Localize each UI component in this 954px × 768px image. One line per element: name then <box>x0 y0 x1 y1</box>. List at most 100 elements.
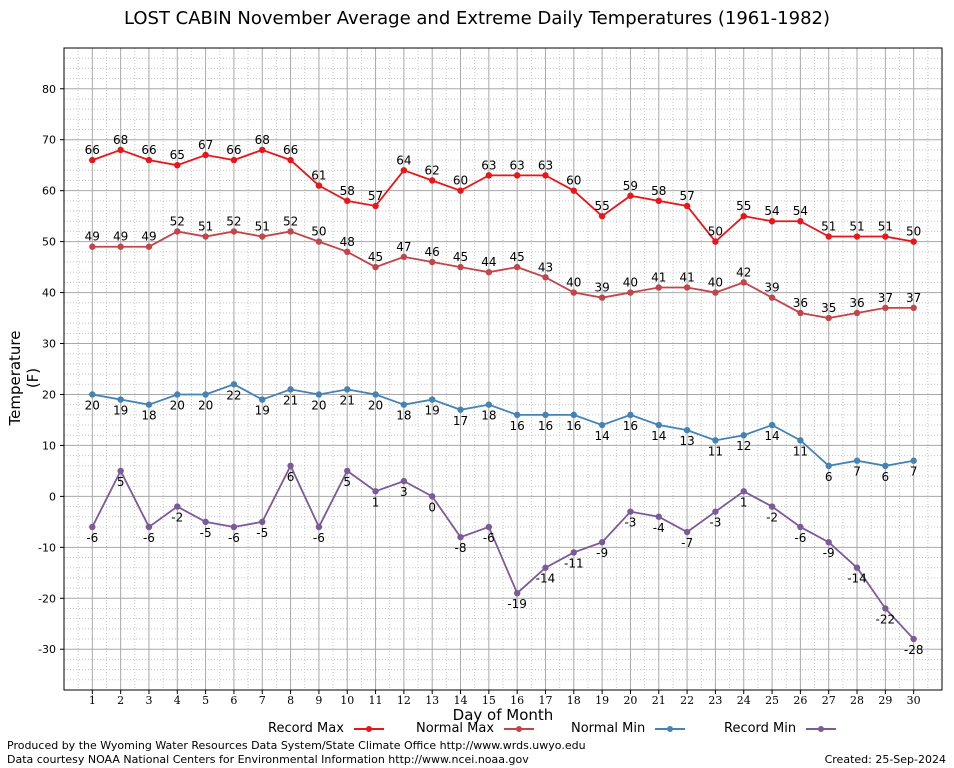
data-label-record-min: 1 <box>740 495 748 509</box>
data-label-record-min: -2 <box>766 511 778 525</box>
x-tick-label: 16 <box>510 694 524 707</box>
legend-swatch-record-max <box>353 725 384 732</box>
legend-item-normal-max: Normal Max <box>416 721 535 736</box>
data-point-normal-min <box>117 396 124 403</box>
series-line-normal-min <box>92 383 914 467</box>
data-point-normal-min <box>372 391 379 398</box>
data-label-normal-min: 19 <box>113 404 128 418</box>
data-point-normal-max <box>315 238 323 245</box>
data-point-normal-min <box>740 432 747 439</box>
y-tick-label: -20 <box>38 592 56 605</box>
data-label-normal-min: 19 <box>255 404 270 418</box>
data-point-record-min <box>287 462 294 470</box>
data-label-record-min: -6 <box>794 531 806 545</box>
data-point-normal-min <box>457 406 464 413</box>
data-label-record-min: -4 <box>653 521 665 535</box>
data-point-record-max <box>145 156 153 164</box>
data-point-normal-min <box>683 426 691 434</box>
data-point-normal-max <box>428 258 436 266</box>
data-point-normal-max <box>768 294 776 301</box>
data-label-record-max: 59 <box>623 179 638 193</box>
data-label-normal-min: 18 <box>396 409 411 423</box>
data-point-record-max <box>910 238 917 245</box>
data-point-normal-min <box>513 411 521 419</box>
data-point-record-max <box>372 202 379 210</box>
data-point-record-min <box>513 589 521 597</box>
footer-data-courtesy: Data courtesy NOAA National Centers for … <box>7 753 529 766</box>
data-label-record-min: -3 <box>709 516 721 530</box>
data-label-normal-min: 21 <box>283 393 298 407</box>
data-label-record-max: 55 <box>594 199 609 213</box>
data-point-record-max <box>344 197 351 205</box>
data-point-record-min <box>910 635 917 643</box>
x-tick-label: 3 <box>145 694 152 707</box>
data-label-normal-min: 14 <box>594 429 609 443</box>
data-point-record-min <box>768 503 776 510</box>
data-point-record-min <box>259 518 266 526</box>
data-point-record-max <box>259 146 266 154</box>
data-point-record-min <box>202 518 209 526</box>
data-label-record-max: 54 <box>793 204 808 218</box>
data-point-normal-min <box>315 391 323 398</box>
data-point-normal-max <box>797 309 804 317</box>
data-point-record-max <box>117 146 124 154</box>
data-label-normal-max: 37 <box>906 291 921 305</box>
x-tick-label: 10 <box>340 694 354 707</box>
data-point-normal-min <box>655 421 662 429</box>
data-label-record-max: 55 <box>736 199 751 213</box>
data-label-record-max: 62 <box>425 163 440 177</box>
data-point-normal-max <box>882 304 889 312</box>
x-tick-label: 11 <box>369 694 383 707</box>
data-label-record-max: 58 <box>340 184 355 198</box>
data-label-record-min: -6 <box>313 531 325 545</box>
data-label-normal-max: 42 <box>736 265 751 279</box>
y-tick-label: -30 <box>38 643 56 656</box>
data-point-normal-max <box>457 263 464 271</box>
data-label-record-max: 66 <box>283 143 298 157</box>
data-label-normal-min: 7 <box>910 465 918 479</box>
y-tick-label: -10 <box>38 541 56 554</box>
series-line-normal-max <box>92 230 914 319</box>
x-tick-label: 2 <box>117 694 124 707</box>
data-label-record-max: 60 <box>566 174 581 188</box>
data-point-record-min <box>400 477 408 485</box>
data-point-record-max <box>882 233 889 240</box>
data-point-record-max <box>825 233 832 240</box>
y-tick-label: 30 <box>42 338 56 351</box>
data-label-record-min: -9 <box>596 546 608 560</box>
data-point-normal-max <box>598 294 606 301</box>
data-label-normal-min: 16 <box>566 419 581 433</box>
data-label-normal-max: 39 <box>764 281 779 295</box>
data-point-record-min <box>230 523 238 531</box>
data-point-normal-min <box>542 411 549 419</box>
data-point-normal-max <box>145 243 153 250</box>
x-tick-label: 22 <box>680 694 694 707</box>
data-label-normal-min: 20 <box>368 398 383 412</box>
data-label-record-max: 57 <box>679 189 694 203</box>
data-point-record-min <box>315 523 323 531</box>
data-point-record-min <box>655 513 662 520</box>
data-point-normal-max <box>740 279 747 286</box>
data-point-record-min <box>174 503 181 510</box>
y-tick-label: 10 <box>42 439 56 452</box>
data-point-record-max <box>683 202 691 210</box>
data-point-normal-max <box>910 304 917 312</box>
data-label-record-max: 64 <box>396 153 411 167</box>
data-point-record-max <box>457 187 464 194</box>
data-label-record-min: -6 <box>228 531 240 545</box>
data-label-normal-max: 43 <box>538 260 553 274</box>
data-label-normal-min: 14 <box>764 429 779 443</box>
data-label-record-min: -2 <box>171 511 183 525</box>
data-label-record-max: 68 <box>255 133 270 147</box>
data-label-normal-min: 12 <box>736 439 751 453</box>
data-label-record-min: -11 <box>564 556 584 570</box>
data-label-normal-max: 35 <box>821 301 836 315</box>
plot-frame <box>63 47 943 691</box>
data-label-normal-max: 50 <box>311 225 326 239</box>
data-point-record-min <box>428 493 436 500</box>
data-label-normal-min: 21 <box>340 393 355 407</box>
data-point-record-min <box>457 533 464 541</box>
x-tick-label: 29 <box>878 694 892 707</box>
data-point-record-max <box>598 212 606 220</box>
